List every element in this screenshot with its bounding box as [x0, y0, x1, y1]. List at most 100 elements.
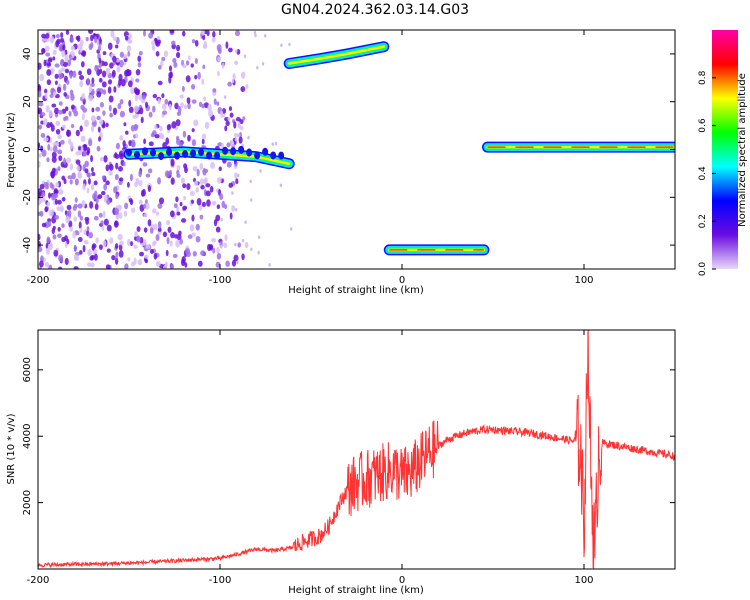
- spectrogram-noise-point: [38, 90, 42, 98]
- spectrogram-noise-point: [69, 36, 74, 43]
- spectrogram-noise-point: [244, 220, 247, 224]
- spectrogram-noise-point: [115, 58, 121, 63]
- spectrogram-noise-point: [126, 45, 132, 52]
- spectrogram-noise-point: [225, 41, 229, 49]
- spectrogram-noise-point: [129, 199, 134, 206]
- spectrogram-noise-point: [130, 87, 135, 95]
- spectrogram-blob: [254, 151, 261, 160]
- spectrogram-noise-point: [139, 251, 145, 257]
- spectrogram-noise-point: [136, 226, 141, 232]
- spectrogram-noise-point: [202, 34, 206, 41]
- spectrogram-noise-point: [115, 142, 120, 150]
- spectrogram-blob: [150, 148, 157, 157]
- spectrogram-noise-point: [279, 183, 283, 188]
- spectrogram-noise-point: [94, 203, 99, 211]
- spectrogram-noise-point: [81, 112, 85, 121]
- spectrogram-noise-point: [127, 257, 131, 262]
- spectrogram-noise-point: [51, 103, 57, 108]
- spectrogram-noise-point: [63, 157, 66, 166]
- spectrogram-noise-point: [240, 71, 246, 79]
- spectrogram-noise-point: [60, 32, 64, 39]
- spectrogram-noise-point: [98, 212, 103, 218]
- spectrogram-noise-point: [257, 250, 260, 255]
- spectrogram-noise-point: [82, 107, 87, 113]
- spectrogram-noise-point: [58, 155, 63, 162]
- spectrogram-y-tick-label: -20: [22, 189, 33, 205]
- spectrogram-noise-point: [151, 45, 156, 51]
- spectrogram-noise-point: [58, 254, 64, 262]
- spectrogram-noise-point: [82, 150, 86, 157]
- spectrogram-noise-point: [227, 117, 231, 121]
- spectrogram-noise-point: [220, 110, 224, 118]
- spectrogram-noise-point: [175, 135, 180, 141]
- spectrogram-noise-point: [115, 193, 119, 199]
- spectrogram-noise-point: [212, 247, 216, 254]
- spectrogram-noise-point: [152, 208, 157, 214]
- spectrogram-noise-point: [249, 179, 252, 184]
- spectrogram-noise-point: [148, 141, 154, 147]
- spectrogram-noise-point: [143, 138, 147, 145]
- spectrogram-noise-point: [259, 169, 262, 173]
- spectrogram-noise-point: [58, 101, 63, 106]
- spectrogram-noise-point: [42, 118, 48, 126]
- spectrogram-noise-point: [181, 85, 185, 92]
- spectrogram-noise-point: [209, 185, 214, 193]
- spectrogram-noise-point: [138, 94, 143, 101]
- spectrogram-noise-point: [64, 235, 68, 242]
- spectrogram-noise-point: [205, 190, 211, 197]
- spectrogram-noise-point: [153, 223, 158, 231]
- spectrogram-noise-point: [47, 143, 51, 151]
- spectrogram-noise-point: [136, 235, 141, 243]
- spectrogram-noise-point: [119, 51, 125, 58]
- spectrogram-noise-point: [290, 227, 293, 231]
- spectrogram-noise-point: [187, 102, 191, 110]
- spectrogram-noise-point: [101, 81, 107, 88]
- spectrogram-noise-point: [215, 261, 221, 268]
- spectrogram-noise-point: [90, 183, 95, 191]
- spectrogram-noise-point: [85, 36, 89, 42]
- spectrogram-noise-point: [42, 197, 46, 203]
- spectrogram-noise-point: [211, 237, 217, 243]
- spectrogram-noise-point: [97, 45, 102, 52]
- spectrogram-noise-point: [94, 190, 98, 198]
- spectrogram-noise-point: [195, 223, 200, 231]
- spectrogram-noise-point: [148, 111, 153, 118]
- spectrogram-noise-point: [53, 249, 59, 257]
- spectrogram-noise-point: [101, 175, 105, 180]
- spectrogram-noise-point: [62, 124, 66, 129]
- spectrogram-noise-point: [86, 68, 92, 76]
- spectrogram-noise-point: [40, 255, 44, 262]
- spectrogram-noise-point: [115, 251, 119, 259]
- spectrogram-noise-point: [40, 132, 46, 138]
- spectrogram-noise-point: [49, 93, 54, 98]
- spectrogram-noise-point: [47, 243, 53, 251]
- spectrogram-noise-point: [108, 95, 114, 103]
- spectrogram-noise-point: [155, 234, 160, 242]
- snr-y-tick-label: 6000: [22, 357, 33, 382]
- spectrogram-noise-point: [114, 208, 120, 216]
- spectrogram-noise-point: [73, 266, 79, 269]
- spectrogram-noise-point: [235, 178, 239, 185]
- spectrogram-noise-point: [162, 231, 168, 238]
- spectrogram-noise-point: [51, 156, 57, 163]
- spectrogram-noise-point: [127, 238, 131, 247]
- spectrogram-noise-point: [124, 263, 129, 269]
- spectrogram-noise-point: [118, 205, 122, 211]
- spectrogram-noise-point: [231, 191, 234, 195]
- spectrogram-noise-point: [68, 138, 72, 145]
- spectrogram-noise-point: [153, 252, 158, 260]
- spectrogram-noise-point: [99, 101, 104, 108]
- spectrogram-noise-point: [84, 119, 90, 128]
- spectrogram-noise-point: [46, 157, 50, 163]
- spectrogram-x-tick-label: 0: [399, 275, 405, 286]
- spectrogram-noise-point: [152, 93, 158, 99]
- spectrogram-noise-point: [187, 234, 193, 239]
- spectrogram-noise-point: [96, 39, 100, 46]
- spectrogram-noise-point: [191, 232, 196, 237]
- spectrogram-noise-point: [56, 206, 60, 211]
- spectrogram-noise-point: [152, 105, 156, 113]
- spectrogram-noise-point: [55, 120, 61, 126]
- spectrogram-noise-point: [124, 35, 129, 41]
- spectrogram-noise-point: [47, 221, 52, 227]
- spectrogram-noise-point: [43, 137, 49, 142]
